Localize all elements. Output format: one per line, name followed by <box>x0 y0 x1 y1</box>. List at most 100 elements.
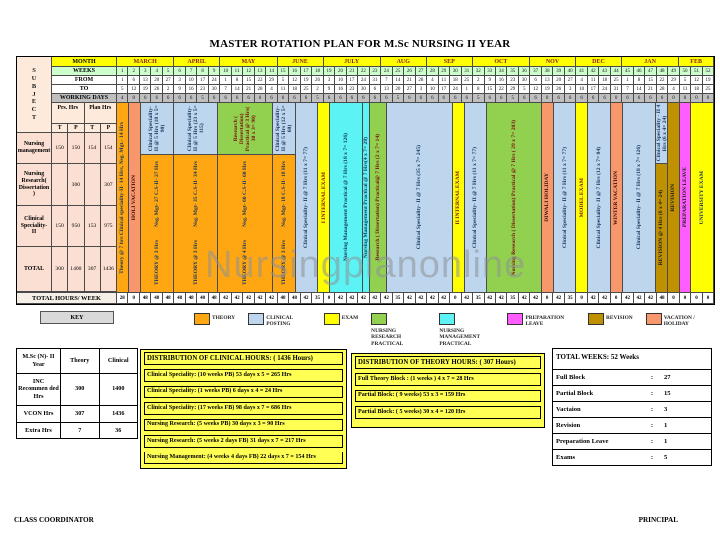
inc-table-cell: 7 <box>61 422 100 439</box>
from-cell: 29 <box>668 76 680 85</box>
legend-items: THEORY CLINICAL POSTING EXAM NURSING RESEAR… <box>194 309 713 347</box>
total-weeks-row: Full Block: 27 <box>553 370 711 386</box>
rotation-column: Research ( Dissertation) Practical @ 3 H… <box>218 103 274 292</box>
weeks-cell: 47 <box>645 67 657 76</box>
weeks-cell: 36 <box>518 67 531 76</box>
total-weeks-value: 27 <box>664 374 671 381</box>
wd-cell: 5 <box>507 94 519 103</box>
from-cell: 28 <box>415 76 428 85</box>
rotation-column: MODEL EXAM <box>576 103 589 292</box>
subject-row: Nursing management 150 150 154 154 <box>17 133 117 164</box>
weekly-total-cell: 35 <box>312 293 324 304</box>
wd-cell: 6 <box>645 94 657 103</box>
rotation-column: Clinical Speciality- II @ 7 Hrs (11 x 7=… <box>553 103 577 292</box>
to-cell: 7 <box>220 85 232 94</box>
subject-row-value <box>52 164 69 206</box>
from-cell: 31 <box>369 76 382 85</box>
segment-research: Nursing Research ( Dissertation) Practic… <box>487 103 542 292</box>
rotation-column: Clinical Speciality- II @ 5 Hrs (12 x 5=… <box>273 103 296 292</box>
tp-header-cell: P <box>68 124 85 133</box>
wd-cell: 0 <box>691 94 703 103</box>
wd-cell: 6 <box>656 94 669 103</box>
from-cell: 25 <box>461 76 474 85</box>
weekly-total-cell: 42 <box>599 293 611 304</box>
weeks-cell: 20 <box>335 67 347 76</box>
key-item-label: PREPARATION LEAVE <box>525 315 565 328</box>
weeks-cell: 4 <box>151 67 163 76</box>
weeks-cell: 52 <box>702 67 715 76</box>
weekly-total-cell: 42 <box>484 293 496 304</box>
weekly-total-cell: 42 <box>461 293 474 304</box>
clinical-hours-row: Nursing Research: (5 weeks 2 days FB) 31… <box>144 435 343 449</box>
segment-label: UNIVERSITY EXAM <box>699 170 706 225</box>
weeks-cell: 39 <box>553 67 565 76</box>
segment-vacation: HOLI VACATION <box>128 103 140 292</box>
weekly-totals-cells: 28 0 48 48 48 48 48 40 48 42 42 42 42 42 48 48 42 35 0 42 42… <box>117 293 715 304</box>
subject-row-value <box>84 164 101 206</box>
from-cell: 6 <box>128 76 140 85</box>
total-weeks-value: 15 <box>664 390 671 397</box>
total-weeks-colon: : <box>650 422 654 429</box>
wd-cell: 6 <box>484 94 496 103</box>
tp-header-cell: T <box>52 124 69 133</box>
weekly-total-cell: 35 <box>507 293 519 304</box>
weekly-total-cell: 42 <box>243 293 255 304</box>
total-weeks-row: Partial Block: 15 <box>553 386 711 402</box>
weeks-cell: 48 <box>656 67 669 76</box>
calendar-row-wd: WORKING DAYS 4 0 6 6 6 6 6 5 6 6 6 6 6 6 6 6 6 5 6 6 6 6 6 6 5 6 6 6… <box>52 94 715 103</box>
segment-label: Clinical Speciality- II @ 7 Hrs (18 x 7=… <box>635 145 642 250</box>
total-weeks-value: 1 <box>664 422 668 429</box>
weekly-total-cell: 35 <box>473 293 485 304</box>
rotation-column: Theory @ 7 hrs Clinical speciality-II- 1… <box>117 103 129 292</box>
rotation-column: Clinical Speciality- II @ 7 Hrs (35 x 7=… <box>387 103 453 292</box>
wd-cell: 6 <box>427 94 439 103</box>
weeks-cell: 8 <box>197 67 209 76</box>
wd-cell: 6 <box>381 94 393 103</box>
to-cell: 21 <box>645 85 657 94</box>
to-cell: 16 <box>185 85 198 94</box>
weeks-cell: 10 <box>220 67 232 76</box>
from-cell: 26 <box>312 76 324 85</box>
weeks-cell: 42 <box>587 67 600 76</box>
weekly-total-cell: 42 <box>622 293 634 304</box>
weeks-cell: 46 <box>633 67 646 76</box>
wd-cell: 6 <box>335 94 347 103</box>
subject-row-value: 1436 <box>100 247 117 292</box>
calendar-row-to: TO 5 12 19 26 2 9 16 23 30 7 14 21 28 4 11 18 25 2 9 16 23 30 6… <box>52 85 715 94</box>
weeks-cell: 17 <box>300 67 313 76</box>
theory-hours-title: DISTRIBUTION OF THEORY HOURS: ( 307 Hour… <box>355 356 541 369</box>
subject-letter: C <box>31 106 37 114</box>
segment-clinical: Clinical Speciality- II @ 5 Hrs (23 x 5=… <box>173 103 218 155</box>
weekly-total-cell: 42 <box>300 293 313 304</box>
wd-cell: 6 <box>151 94 163 103</box>
rotation-column: Research ( Dissertation) Practical@ 7 Hr… <box>369 103 388 292</box>
rotation-column: Nursing Research ( Dissertation) Practic… <box>487 103 543 292</box>
segment-label: Clinical Speciality- II @ 5 Hrs (18 x 5=… <box>147 105 166 152</box>
to-cell: 8 <box>473 85 485 94</box>
to-cell: 25 <box>300 85 313 94</box>
subject-letter: U <box>31 74 37 82</box>
subject-row-label: TOTAL <box>17 247 52 292</box>
subject-row-value: 950 <box>68 206 85 247</box>
segment-label: I INTERNAL EXAM <box>320 171 327 224</box>
subject-letter: B <box>31 82 37 90</box>
segment-label: Clinical Speciality- II @ 7 Hrs (11 x 7=… <box>561 146 568 249</box>
inc-table-cell: 307 <box>61 405 100 422</box>
to-cell: 13 <box>381 85 393 94</box>
weekly-total-cell: 42 <box>369 293 382 304</box>
hours-header: Prs. Hrs Plan Hrs <box>52 103 117 124</box>
class-coordinator-label: CLASS COORDINATOR <box>14 516 94 524</box>
weeks-cell: 45 <box>622 67 634 76</box>
weeks-cell: 24 <box>381 67 393 76</box>
segment-label: II INTERNAL EXAM <box>455 170 462 225</box>
subject-row-value: 300 <box>52 247 69 292</box>
to-cell: 28 <box>254 85 267 94</box>
wd-cell: 6 <box>633 94 646 103</box>
total-weeks-row: Vactaion: 3 <box>553 402 711 418</box>
weekly-total-cell: 48 <box>656 293 669 304</box>
weeks-cell: 22 <box>358 67 370 76</box>
theory-hours-table: DISTRIBUTION OF THEORY HOURS: ( 307 Hour… <box>351 353 545 428</box>
wd-cell: 6 <box>369 94 382 103</box>
weeks-cell: 37 <box>530 67 542 76</box>
